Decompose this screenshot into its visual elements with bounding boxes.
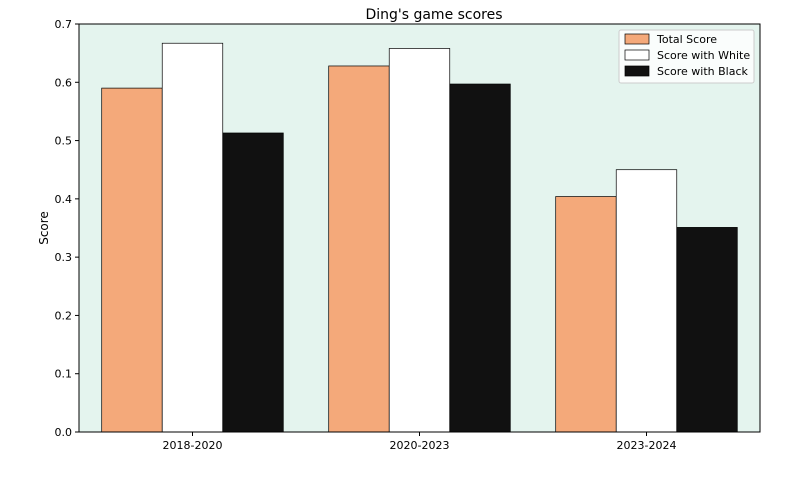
y-tick-label: 0.7 bbox=[55, 18, 73, 31]
y-axis-label: Score bbox=[37, 211, 51, 245]
legend-label-1: Score with White bbox=[657, 49, 750, 62]
y-tick-label: 0.2 bbox=[55, 309, 73, 322]
y-tick-label: 0.0 bbox=[55, 426, 73, 439]
legend-label-2: Score with Black bbox=[657, 65, 749, 78]
legend: Total Score Score with White Score with Bl… bbox=[618, 29, 755, 84]
bar-series-0-cat-1 bbox=[328, 65, 390, 433]
bars-layer bbox=[101, 42, 738, 433]
legend-label-0: Total Score bbox=[656, 33, 717, 46]
legend-box bbox=[618, 29, 755, 84]
chart-title: Ding's game scores bbox=[365, 7, 502, 23]
bar-series-2-cat-0 bbox=[222, 132, 284, 433]
bar-series-0-cat-2 bbox=[555, 196, 617, 433]
x-tick-label: 2020-2023 bbox=[390, 439, 450, 452]
y-tick-label: 0.5 bbox=[55, 135, 73, 148]
bar-series-1-cat-0 bbox=[161, 42, 224, 433]
legend-swatch-0 bbox=[624, 33, 650, 45]
x-axis: 2018-2020 2020-2023 2023-2024 bbox=[163, 432, 677, 452]
bar-series-1-cat-1 bbox=[388, 48, 451, 433]
bar-series-0-cat-0 bbox=[101, 87, 163, 433]
y-tick-label: 0.6 bbox=[55, 76, 73, 89]
bar-series-1-cat-2 bbox=[615, 169, 678, 433]
y-axis: 0.0 0.1 0.2 0.3 0.4 0.5 0.6 0.7 bbox=[55, 18, 79, 439]
y-tick-label: 0.4 bbox=[55, 193, 73, 206]
legend-swatch-1 bbox=[624, 49, 650, 61]
x-tick-label: 2023-2024 bbox=[617, 439, 677, 452]
y-tick-label: 0.1 bbox=[55, 368, 73, 381]
bar-series-2-cat-1 bbox=[449, 83, 511, 433]
y-tick-label: 0.3 bbox=[55, 251, 73, 264]
x-tick-label: 2018-2020 bbox=[163, 439, 223, 452]
bar-series-2-cat-2 bbox=[676, 227, 738, 433]
legend-swatch-2 bbox=[624, 65, 650, 77]
